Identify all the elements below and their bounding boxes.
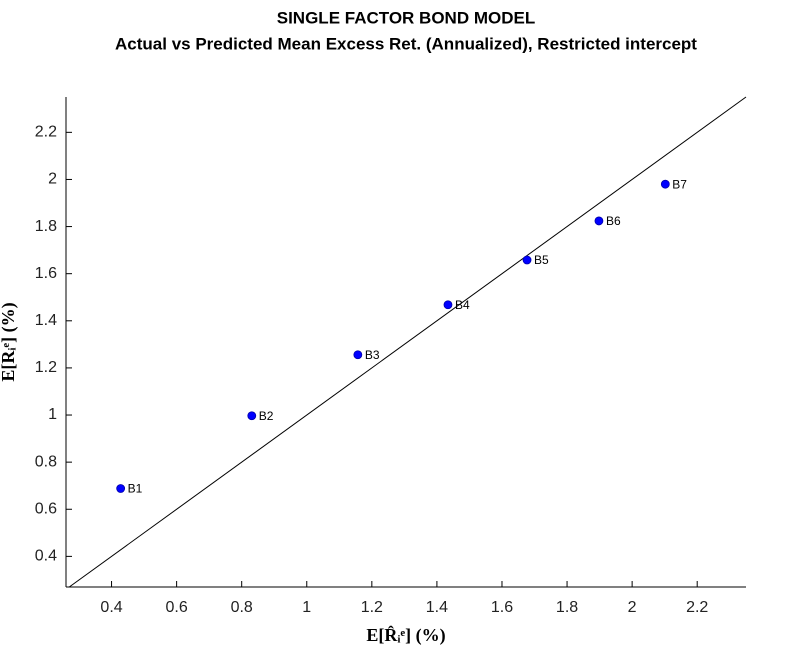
y-tick-label: 2.2: [35, 124, 57, 141]
y-tick-label: 0.4: [35, 548, 57, 565]
point: [660, 179, 670, 189]
y-tick-label: 1.4: [35, 312, 57, 329]
point-label: B2: [259, 409, 274, 423]
point: [116, 484, 126, 493]
x-tick-label: 2: [628, 599, 637, 616]
point: [522, 255, 532, 265]
x-tick-label: 1.2: [361, 599, 383, 616]
point-label: B5: [534, 253, 549, 267]
x-tick-label: 0.4: [100, 599, 122, 616]
point-label: B7: [672, 177, 687, 191]
point: [594, 216, 604, 226]
y-tick-label: 0.6: [35, 500, 57, 517]
x-tick-label: 1.8: [556, 599, 578, 616]
x-tick-label: 2.2: [686, 599, 708, 616]
point-label: B6: [606, 214, 621, 228]
y-tick-label: 2: [48, 171, 57, 188]
chart-title: SINGLE FACTOR BOND MODEL: [277, 8, 535, 27]
x-tick-label: 0.6: [165, 599, 187, 616]
point-label: B1: [128, 482, 143, 496]
x-tick-label: 1.4: [426, 599, 448, 616]
y-axis-label: E[Rᵢᵉ] (%): [0, 302, 19, 381]
point: [353, 350, 363, 360]
y-tick-label: 0.8: [35, 453, 57, 470]
y-tick-label: 1.8: [35, 218, 57, 235]
point-label: B4: [455, 298, 470, 312]
x-axis-label: E[R̂ᵢᵉ] (%): [366, 625, 445, 646]
y-tick-label: 1.6: [35, 265, 57, 282]
x-tick-label: 1: [302, 599, 311, 616]
x-tick-label: 1.6: [491, 599, 513, 616]
point: [247, 411, 257, 421]
y-tick-label: 1: [48, 406, 57, 423]
identity-line: [68, 96, 747, 588]
y-tick-label: 1.2: [35, 359, 57, 376]
chart-subtitle: Actual vs Predicted Mean Excess Ret. (An…: [115, 34, 697, 53]
x-tick-label: 0.8: [231, 599, 253, 616]
point-label: B3: [365, 348, 380, 362]
point: [443, 300, 453, 310]
